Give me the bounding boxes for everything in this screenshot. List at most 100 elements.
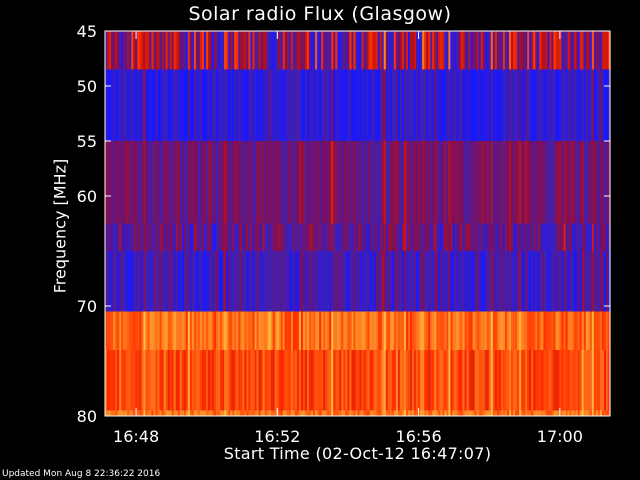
heatmap-cell bbox=[414, 410, 417, 416]
heatmap-cell bbox=[143, 350, 146, 411]
heatmap-cell bbox=[292, 223, 296, 251]
heatmap-cell bbox=[159, 251, 163, 312]
heatmap-cell bbox=[323, 410, 326, 416]
heatmap-cell bbox=[349, 31, 353, 70]
heatmap-cell bbox=[389, 410, 393, 416]
heatmap-cell bbox=[410, 141, 413, 224]
heatmap-cell bbox=[513, 141, 516, 224]
heatmap-cell bbox=[513, 69, 516, 141]
heatmap-cell bbox=[260, 251, 264, 312]
heatmap-cell bbox=[371, 311, 375, 350]
heatmap-cell bbox=[254, 311, 258, 350]
heatmap-cell bbox=[197, 141, 201, 224]
heatmap-cell bbox=[177, 251, 181, 312]
heatmap-cell bbox=[549, 410, 553, 416]
heatmap-cell bbox=[216, 31, 219, 70]
heatmap-cell bbox=[195, 311, 199, 350]
heatmap-cell bbox=[474, 223, 478, 251]
heatmap-cell bbox=[315, 141, 318, 224]
heatmap-cell bbox=[254, 141, 258, 224]
heatmap-cell bbox=[601, 31, 605, 70]
heatmap-cell bbox=[163, 251, 167, 312]
heatmap-cell bbox=[165, 141, 169, 224]
heatmap-cell bbox=[494, 223, 498, 251]
heatmap-cell bbox=[567, 311, 571, 350]
heatmap-cell bbox=[264, 410, 268, 416]
heatmap-cell bbox=[565, 251, 569, 312]
heatmap-cell bbox=[250, 141, 254, 224]
heatmap-cell bbox=[193, 69, 197, 141]
heatmap-cell bbox=[298, 31, 302, 70]
heatmap-cell bbox=[422, 251, 425, 312]
heatmap-cell bbox=[236, 410, 239, 416]
heatmap-cell bbox=[553, 350, 557, 411]
heatmap-cell bbox=[244, 410, 247, 416]
heatmap-cell bbox=[333, 410, 336, 416]
heatmap-cell bbox=[214, 223, 217, 251]
heatmap-cell bbox=[571, 350, 575, 411]
heatmap-cell bbox=[571, 251, 575, 312]
heatmap-cell bbox=[466, 31, 470, 70]
heatmap-cell bbox=[149, 350, 153, 411]
heatmap-cell bbox=[238, 311, 241, 350]
heatmap-cell bbox=[541, 350, 544, 411]
heatmap-cell bbox=[525, 251, 528, 312]
heatmap-cell bbox=[264, 350, 268, 411]
heatmap-cell bbox=[535, 31, 538, 70]
heatmap-cell bbox=[369, 223, 373, 251]
spectrogram-heatmap bbox=[105, 31, 611, 416]
heatmap-cell bbox=[135, 251, 138, 312]
heatmap-cell bbox=[490, 350, 494, 411]
heatmap-cell bbox=[367, 141, 371, 224]
heatmap-cell bbox=[414, 223, 417, 251]
heatmap-cell bbox=[369, 31, 373, 70]
heatmap-cell bbox=[345, 311, 348, 350]
heatmap-cell bbox=[258, 223, 262, 251]
heatmap-cell bbox=[420, 141, 423, 224]
heatmap-cell bbox=[111, 31, 114, 70]
heatmap-cell bbox=[565, 223, 569, 251]
heatmap-cell bbox=[240, 251, 243, 312]
heatmap-cell bbox=[581, 69, 585, 141]
heatmap-cell bbox=[343, 350, 346, 411]
heatmap-cell bbox=[319, 311, 322, 350]
heatmap-cell bbox=[276, 141, 280, 224]
heatmap-cell bbox=[577, 141, 581, 224]
heatmap-cell bbox=[159, 31, 163, 70]
heatmap-cell bbox=[541, 311, 544, 350]
heatmap-cell bbox=[230, 311, 233, 350]
heatmap-cell bbox=[587, 141, 591, 224]
heatmap-cell bbox=[230, 141, 233, 224]
heatmap-cell bbox=[343, 311, 346, 350]
heatmap-cell bbox=[399, 410, 403, 416]
heatmap-cell bbox=[333, 251, 336, 312]
heatmap-cell bbox=[149, 311, 153, 350]
heatmap-cell bbox=[115, 141, 118, 224]
heatmap-cell bbox=[201, 251, 205, 312]
heatmap-cell bbox=[478, 410, 482, 416]
heatmap-cell bbox=[167, 223, 171, 251]
heatmap-cell bbox=[206, 69, 209, 141]
heatmap-cell bbox=[533, 410, 536, 416]
heatmap-cell bbox=[165, 410, 169, 416]
heatmap-cell bbox=[286, 410, 290, 416]
heatmap-cell bbox=[393, 311, 397, 350]
heatmap-cell bbox=[300, 69, 304, 141]
heatmap-cell bbox=[337, 69, 340, 141]
x-tick-label: 17:00 bbox=[537, 427, 583, 446]
heatmap-cell bbox=[357, 31, 361, 70]
heatmap-cell bbox=[525, 31, 528, 70]
heatmap-cell bbox=[292, 251, 296, 312]
heatmap-cell bbox=[579, 311, 583, 350]
heatmap-cell bbox=[353, 350, 357, 411]
heatmap-cell bbox=[294, 69, 298, 141]
heatmap-cell bbox=[545, 223, 548, 251]
heatmap-cell bbox=[391, 31, 395, 70]
heatmap-cell bbox=[496, 251, 500, 312]
heatmap-cell bbox=[434, 251, 437, 312]
heatmap-cell bbox=[601, 251, 605, 312]
heatmap-cell bbox=[434, 350, 437, 411]
heatmap-cell bbox=[300, 31, 304, 70]
heatmap-cell bbox=[145, 410, 149, 416]
heatmap-cell bbox=[555, 223, 559, 251]
